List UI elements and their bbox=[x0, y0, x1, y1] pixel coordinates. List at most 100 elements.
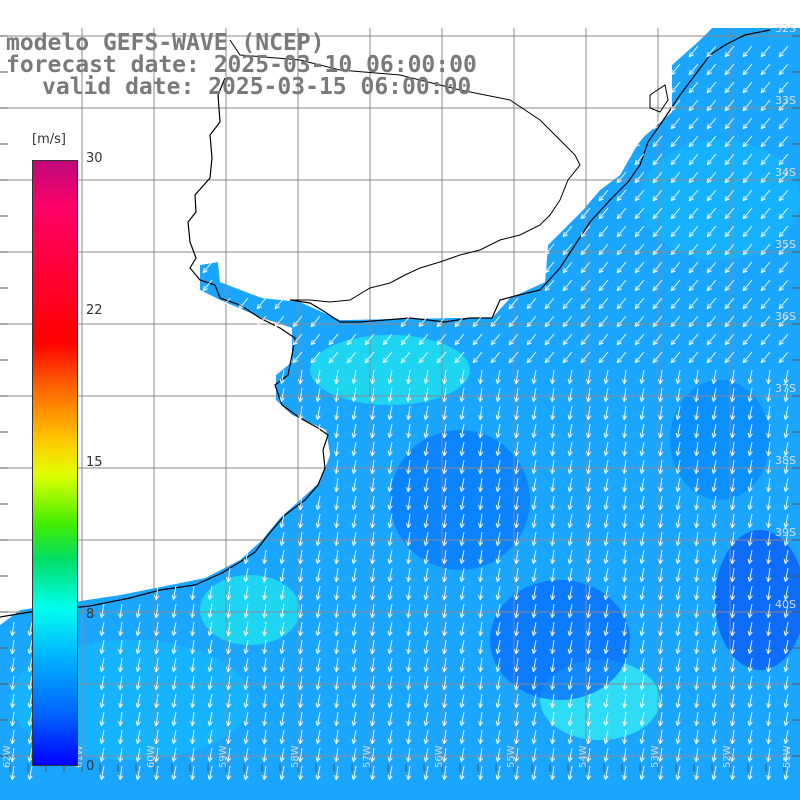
wind-arrow bbox=[424, 441, 429, 456]
wind-arrow-head bbox=[569, 721, 573, 727]
wind-arrow-head bbox=[670, 141, 673, 147]
wind-arrow-head bbox=[622, 558, 625, 565]
wind-arrow-head bbox=[155, 721, 160, 727]
wind-arrow-head bbox=[515, 505, 520, 511]
wind-arrow-head bbox=[263, 667, 268, 673]
wind-arrow bbox=[263, 729, 267, 744]
wind-arrow-head bbox=[334, 522, 337, 529]
wind-arrow-head bbox=[605, 631, 609, 637]
wind-arrow bbox=[568, 657, 573, 672]
wind-arrow-head bbox=[425, 703, 429, 709]
wind-arrow bbox=[688, 243, 699, 256]
wind-arrow-head bbox=[760, 342, 766, 346]
wind-arrow-head bbox=[406, 522, 409, 529]
wind-arrow bbox=[706, 135, 717, 148]
wind-arrow-head bbox=[226, 738, 229, 745]
wind-arrow bbox=[778, 297, 789, 310]
wind-arrow bbox=[731, 531, 735, 546]
wind-arrow-head bbox=[742, 285, 745, 291]
wind-arrow-head bbox=[544, 321, 547, 327]
wind-arrow-head bbox=[207, 630, 210, 636]
wind-arrow-head bbox=[387, 558, 390, 564]
wind-arrow-head bbox=[659, 721, 664, 727]
wind-arrow bbox=[371, 567, 375, 582]
wind-arrow-head bbox=[526, 342, 532, 346]
wind-arrow-head bbox=[688, 141, 691, 147]
wind-arrow-head bbox=[760, 141, 763, 147]
wind-arrow-head bbox=[227, 577, 232, 583]
wind-arrow-head bbox=[173, 667, 177, 673]
wind-arrow-head bbox=[263, 757, 268, 763]
wind-arrow bbox=[335, 675, 339, 690]
wind-arrow-head bbox=[27, 684, 30, 690]
wind-arrow-head bbox=[747, 684, 750, 690]
wind-arrow-head bbox=[694, 540, 697, 547]
wind-arrow-head bbox=[442, 666, 445, 673]
wind-arrow-head bbox=[562, 234, 568, 238]
wind-arrow-head bbox=[227, 721, 232, 727]
longitude-label-58W: 58W bbox=[290, 745, 301, 768]
wind-arrow-head bbox=[370, 558, 373, 565]
wind-arrow-head bbox=[243, 558, 246, 564]
wind-arrow-head bbox=[567, 558, 570, 564]
wind-arrow-head bbox=[706, 339, 709, 345]
wind-arrow bbox=[659, 549, 663, 564]
wind-arrow bbox=[568, 495, 573, 510]
wind-arrow-head bbox=[713, 595, 717, 601]
wind-arrow-head bbox=[407, 757, 412, 763]
wind-arrow-head bbox=[783, 468, 786, 474]
wind-arrow-head bbox=[173, 739, 177, 745]
wind-arrow bbox=[371, 459, 375, 474]
wind-arrow-head bbox=[731, 595, 736, 601]
wind-arrow-head bbox=[766, 684, 769, 691]
wind-arrow bbox=[407, 477, 411, 492]
wind-arrow-head bbox=[256, 303, 259, 309]
wind-arrow-head bbox=[622, 684, 625, 691]
map-title-valid-date: valid date: 2025-03-15 06:00:00 bbox=[42, 74, 472, 100]
wind-arrow-head bbox=[459, 414, 462, 420]
wind-arrow-head bbox=[711, 432, 714, 438]
wind-arrow-head bbox=[634, 180, 640, 184]
wind-arrow-head bbox=[767, 397, 772, 403]
wind-arrow bbox=[352, 693, 357, 708]
wind-arrow-head bbox=[351, 504, 354, 510]
wind-arrow-head bbox=[479, 649, 484, 655]
wind-arrow-head bbox=[443, 523, 448, 529]
wind-arrow bbox=[640, 531, 645, 546]
wind-arrow bbox=[580, 225, 591, 238]
wind-arrow-head bbox=[442, 450, 445, 457]
wind-arrow bbox=[299, 495, 303, 510]
wind-arrow-head bbox=[514, 666, 517, 673]
wind-arrow-head bbox=[99, 684, 102, 690]
wind-arrow-head bbox=[353, 523, 357, 529]
wind-arrow-head bbox=[370, 756, 373, 763]
wind-arrow bbox=[706, 45, 717, 58]
wind-arrow bbox=[316, 423, 321, 438]
wind-arrow-head bbox=[785, 559, 789, 565]
wind-arrow-head bbox=[639, 594, 642, 600]
wind-arrow-head bbox=[766, 558, 769, 565]
wind-arrow-head bbox=[459, 648, 462, 654]
wind-arrow bbox=[460, 639, 465, 654]
wind-arrow-head bbox=[767, 775, 772, 781]
wind-arrow bbox=[335, 531, 339, 546]
wind-arrow-head bbox=[587, 415, 592, 421]
wind-arrow-head bbox=[353, 667, 357, 673]
wind-arrow-head bbox=[731, 523, 736, 529]
wind-arrow-head bbox=[514, 468, 517, 475]
wind-arrow-head bbox=[454, 357, 457, 363]
wind-arrow-head bbox=[724, 162, 730, 166]
wind-arrow bbox=[695, 621, 699, 636]
wind-arrow-head bbox=[118, 666, 121, 673]
wind-arrow bbox=[778, 351, 789, 364]
wind-arrow bbox=[742, 135, 753, 148]
wind-arrow-head bbox=[711, 486, 714, 492]
wind-arrow bbox=[706, 225, 717, 238]
wind-arrow-head bbox=[688, 108, 694, 112]
wind-arrow bbox=[208, 657, 213, 672]
wind-arrow bbox=[515, 369, 519, 384]
wind-arrow-head bbox=[550, 720, 553, 727]
wind-arrow-head bbox=[406, 774, 409, 781]
wind-arrow-head bbox=[531, 630, 534, 636]
wind-arrow bbox=[256, 297, 267, 310]
